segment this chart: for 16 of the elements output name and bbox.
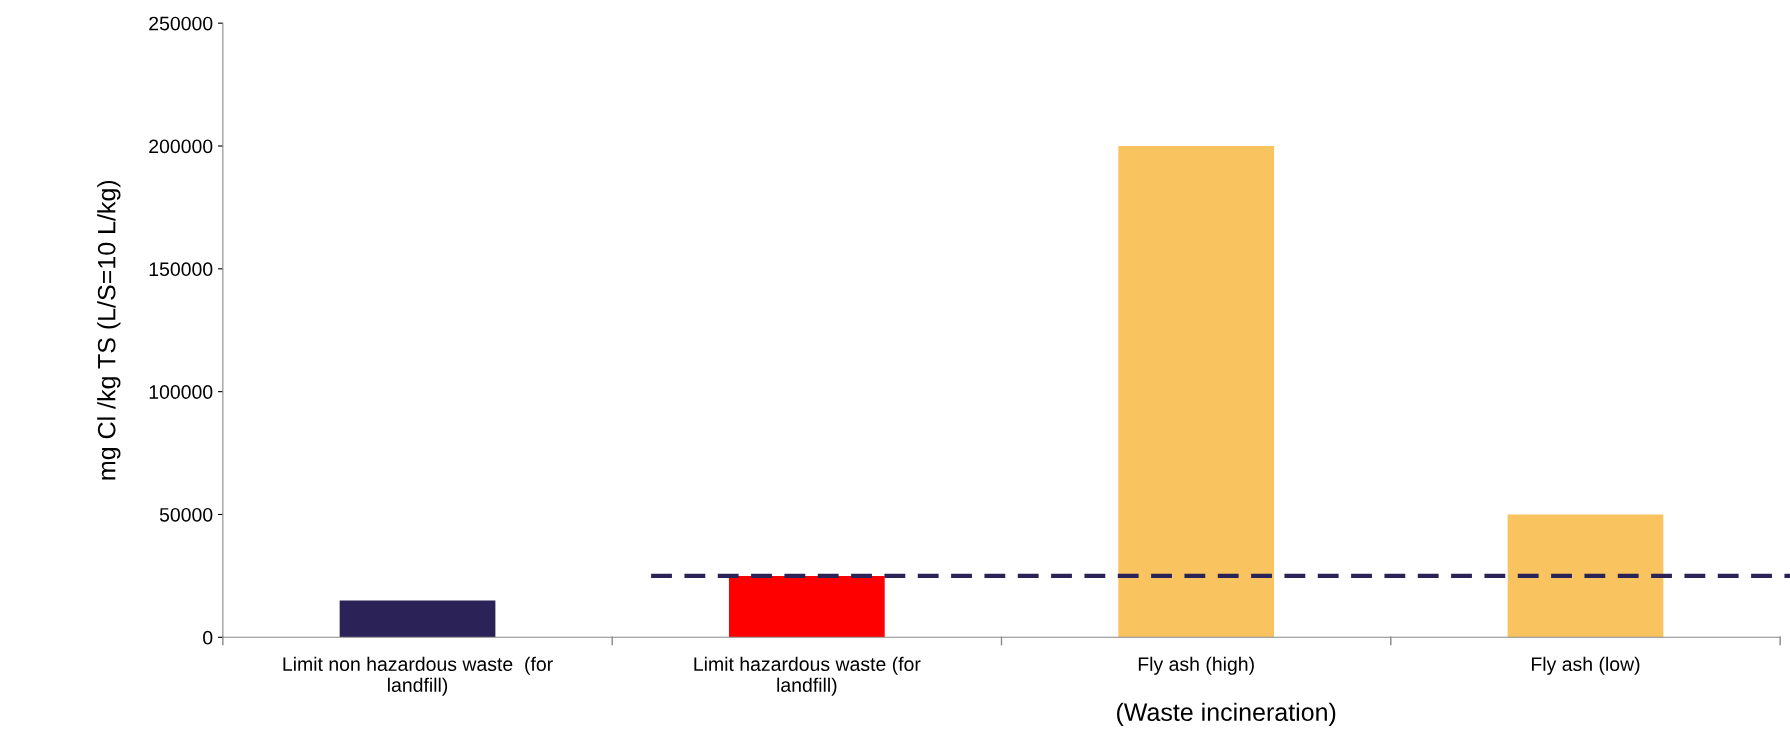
y-tick-label: 100000 (149, 385, 213, 399)
bar (1118, 146, 1275, 638)
y-axis-title: mg Cl /kg TS (L/S=10 L/kg) (97, 180, 121, 480)
text: (Waste incineration) (1117, 702, 1336, 726)
y-tick-label: 0 (203, 630, 213, 645)
bar (1507, 514, 1664, 638)
y-tick-label: 200000 (149, 139, 213, 154)
x-tick-label: Fly ash (high) (1138, 656, 1254, 675)
y-tick-label: 150000 (149, 262, 213, 277)
bar (728, 575, 885, 638)
y-tick-label: 250000 (149, 16, 213, 31)
x-tick-label: Limit non hazardous waste (for landfill) (283, 656, 553, 696)
y-tick-label: 50000 (159, 507, 213, 522)
bar (339, 600, 496, 638)
x-tick-label: Limit hazardous waste (for landfill) (694, 656, 921, 696)
x-tick-label: Fly ash (low) (1531, 656, 1640, 675)
